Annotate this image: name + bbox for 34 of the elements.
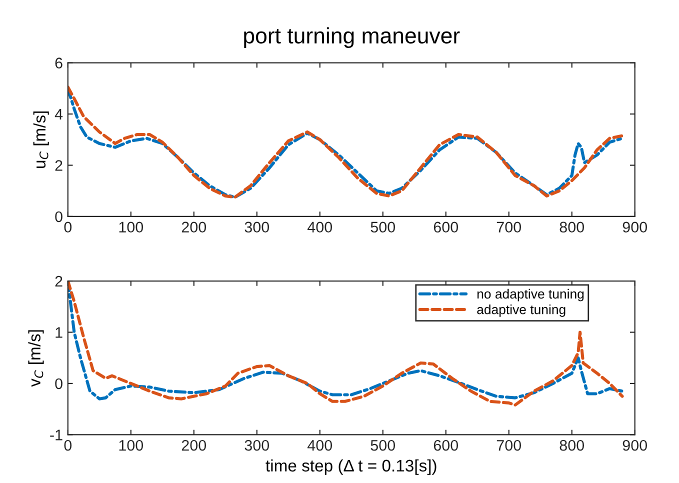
legend-label: no adaptive tuning — [477, 288, 584, 302]
x-tick-label: 300 — [244, 222, 270, 233]
y-tick-label: -1 — [50, 430, 62, 440]
x-tick-label: 500 — [370, 440, 396, 451]
y-tick-label: 0 — [55, 211, 62, 222]
y-tick-label: 1 — [56, 327, 62, 338]
x-tick-label: 600 — [434, 440, 458, 451]
y-tick-label: 2 — [55, 276, 62, 287]
y-tick-label: 0 — [55, 378, 62, 390]
y-tick-label: 6 — [55, 58, 62, 68]
x-tick-label: 200 — [182, 222, 206, 233]
x-tick-label: 800 — [560, 222, 584, 233]
y-axis-title: u$_{C}$ [m/s] — [33, 111, 49, 168]
y-tick-label: 4 — [54, 109, 63, 120]
x-tick-label: 400 — [307, 440, 332, 451]
x-tick-label: 300 — [244, 440, 270, 451]
x-tick-label: 700 — [496, 440, 522, 451]
x-tick-label: 200 — [182, 440, 206, 451]
legend-label: adaptive tuning — [477, 304, 566, 317]
x-axis-title: time step (Δ t = 0.13[s]) — [266, 459, 436, 475]
x-tick-label: 500 — [370, 222, 396, 233]
x-tick-label: 900 — [622, 440, 648, 451]
x-tick-label: 100 — [119, 440, 144, 451]
x-tick-label: 100 — [119, 222, 144, 233]
x-tick-label: 900 — [622, 222, 648, 233]
y-axis-title: v$_{C}$ [m/s] — [28, 330, 44, 387]
x-tick-label: 800 — [560, 440, 584, 451]
chart-title: port turning maneuver — [244, 27, 460, 48]
x-tick-label: 600 — [434, 222, 458, 233]
x-tick-label: 700 — [496, 222, 522, 233]
x-tick-label: 0 — [64, 222, 72, 233]
x-tick-label: 400 — [307, 222, 332, 233]
x-tick-label: 0 — [64, 440, 72, 451]
y-tick-label: 2 — [55, 160, 62, 171]
